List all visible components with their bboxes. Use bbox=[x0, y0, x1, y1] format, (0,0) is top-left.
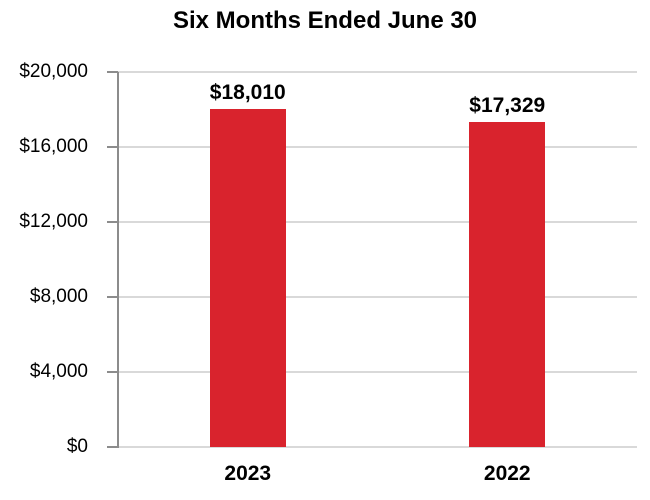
x-category-label: 2022 bbox=[483, 462, 531, 485]
y-tick-label: $12,000 bbox=[19, 211, 88, 232]
y-tick-label: $20,000 bbox=[19, 61, 88, 82]
y-axis-tick-mark bbox=[107, 296, 118, 298]
y-tick-label: $16,000 bbox=[19, 136, 88, 157]
y-axis-tick-mark bbox=[107, 71, 118, 73]
gridline bbox=[118, 446, 637, 448]
bar-2022 bbox=[469, 122, 546, 447]
y-axis-tick-mark bbox=[107, 146, 118, 148]
bar-value-label: $17,329 bbox=[469, 94, 546, 118]
gridline bbox=[118, 221, 637, 223]
gridline bbox=[118, 71, 637, 73]
gridline bbox=[118, 371, 637, 373]
gridline bbox=[118, 296, 637, 298]
y-axis-tick-mark bbox=[107, 371, 118, 373]
y-axis-line bbox=[117, 72, 119, 448]
bar-value-label: $18,010 bbox=[209, 81, 286, 105]
gridline bbox=[118, 146, 637, 148]
y-tick-label: $4,000 bbox=[29, 361, 88, 382]
y-axis-tick-mark bbox=[107, 446, 118, 448]
chart-title: Six Months Ended June 30 bbox=[172, 7, 478, 34]
y-tick-label: $0 bbox=[66, 436, 88, 457]
x-category-label: 2023 bbox=[224, 462, 272, 485]
y-tick-label: $8,000 bbox=[29, 286, 88, 307]
bar-2023 bbox=[209, 109, 286, 447]
y-axis-tick-mark bbox=[107, 221, 118, 223]
